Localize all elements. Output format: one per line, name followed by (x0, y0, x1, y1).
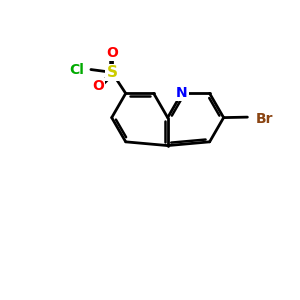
Text: O: O (92, 80, 104, 93)
Text: O: O (106, 46, 118, 60)
Text: Cl: Cl (70, 62, 84, 76)
Text: N: N (176, 86, 188, 100)
Text: Br: Br (256, 112, 273, 126)
Text: S: S (106, 65, 117, 80)
